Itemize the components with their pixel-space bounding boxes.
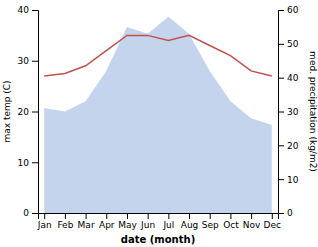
tick-mark	[278, 145, 284, 146]
tick-label: 20	[18, 107, 30, 117]
tick-mark	[32, 213, 38, 214]
tick: Aug	[181, 213, 199, 230]
tick: 60	[278, 5, 299, 15]
x-axis: Jan Feb Mar AprMayJun Jul AugSep Oct NovDec	[37, 213, 281, 230]
chart: Jan Feb Mar AprMayJun Jul AugSep Oct NovDec 0 10 2…	[0, 0, 318, 247]
tick: Jul	[162, 213, 174, 230]
tick-label: Jun	[140, 220, 155, 230]
tick-mark	[278, 78, 284, 79]
tick: 20	[18, 107, 38, 117]
tick-mark	[86, 213, 87, 219]
axis-line	[39, 214, 279, 220]
tick-mark	[278, 213, 284, 214]
tick: Feb	[57, 213, 73, 230]
chart-container: Jan Feb Mar AprMayJun Jul AugSep Oct NovDec 0 10 2…	[0, 0, 318, 247]
tick: 0	[23, 208, 38, 218]
tick-label: Sep	[202, 220, 219, 230]
tick: 20	[278, 141, 299, 151]
tick-label: Apr	[99, 220, 115, 230]
tick-label: 0	[287, 208, 293, 218]
tick-mark	[278, 112, 284, 113]
axis-line	[32, 11, 39, 214]
tick-label: 10	[287, 175, 299, 185]
tick: 30	[18, 56, 38, 66]
tick-label: 30	[287, 107, 299, 117]
y2-axis: 0 10 20 30 40 50 60	[278, 5, 299, 218]
tick-mark	[106, 213, 107, 219]
tick: Jan	[37, 213, 52, 230]
tick: 10	[18, 158, 38, 168]
tick: Nov	[243, 213, 261, 230]
tick-label: May	[118, 220, 137, 230]
tick-label: Jul	[162, 220, 174, 230]
tick: Jun	[140, 213, 155, 230]
tick: 40	[278, 73, 299, 83]
area	[44, 17, 272, 213]
tick-label: 30	[18, 56, 30, 66]
tick-label: Dec	[264, 220, 281, 230]
tick-mark	[278, 44, 284, 45]
tick-label: 20	[287, 141, 299, 151]
tick: 0	[278, 208, 293, 218]
marks	[44, 17, 272, 213]
tick-label: Jan	[37, 220, 52, 230]
tick-mark	[32, 61, 38, 62]
tick-mark	[251, 213, 252, 219]
tick-mark	[44, 213, 45, 219]
tick-label: 40	[287, 73, 299, 83]
tick: 50	[278, 39, 299, 49]
line	[44, 35, 272, 76]
y-axis: 0 10 20 30 40	[18, 5, 39, 218]
tick-mark	[272, 213, 273, 219]
tick: Dec	[264, 213, 281, 230]
tick-label: Mar	[78, 220, 95, 230]
plot-area: Jan Feb Mar AprMayJun Jul AugSep Oct NovDec 0 10 2…	[18, 5, 299, 230]
x-axis-title: date (month)	[121, 234, 195, 245]
tick-mark	[32, 10, 38, 11]
tick-mark	[127, 213, 128, 219]
y-axis-title: max temp (C)	[2, 80, 12, 142]
y2-axis-title: med. precipitation (kg/m2)	[308, 51, 318, 172]
tick-label: Nov	[243, 220, 261, 230]
tick-label: 40	[18, 5, 30, 15]
tick-label: 10	[18, 158, 30, 168]
tick: 10	[278, 175, 299, 185]
tick-mark	[148, 213, 149, 219]
tick-label: Feb	[57, 220, 73, 230]
tick-mark	[230, 213, 231, 219]
tick-label: 0	[23, 208, 29, 218]
tick: May	[118, 213, 137, 230]
tick: Sep	[202, 213, 219, 230]
tick-mark	[278, 179, 284, 180]
tick-mark	[168, 213, 169, 219]
axis-line	[279, 11, 285, 214]
tick-label: 50	[287, 39, 299, 49]
tick-mark	[32, 112, 38, 113]
tick: Apr	[99, 213, 115, 230]
tick-label: Oct	[223, 220, 239, 230]
tick: 40	[18, 5, 38, 15]
tick-mark	[210, 213, 211, 219]
tick-mark	[278, 10, 284, 11]
tick-mark	[32, 162, 38, 163]
tick-label: Aug	[181, 220, 199, 230]
tick-mark	[65, 213, 66, 219]
tick: 30	[278, 107, 299, 117]
tick-mark	[189, 213, 190, 219]
tick: Oct	[223, 213, 239, 230]
tick: Mar	[78, 213, 95, 230]
tick-label: 60	[287, 5, 299, 15]
